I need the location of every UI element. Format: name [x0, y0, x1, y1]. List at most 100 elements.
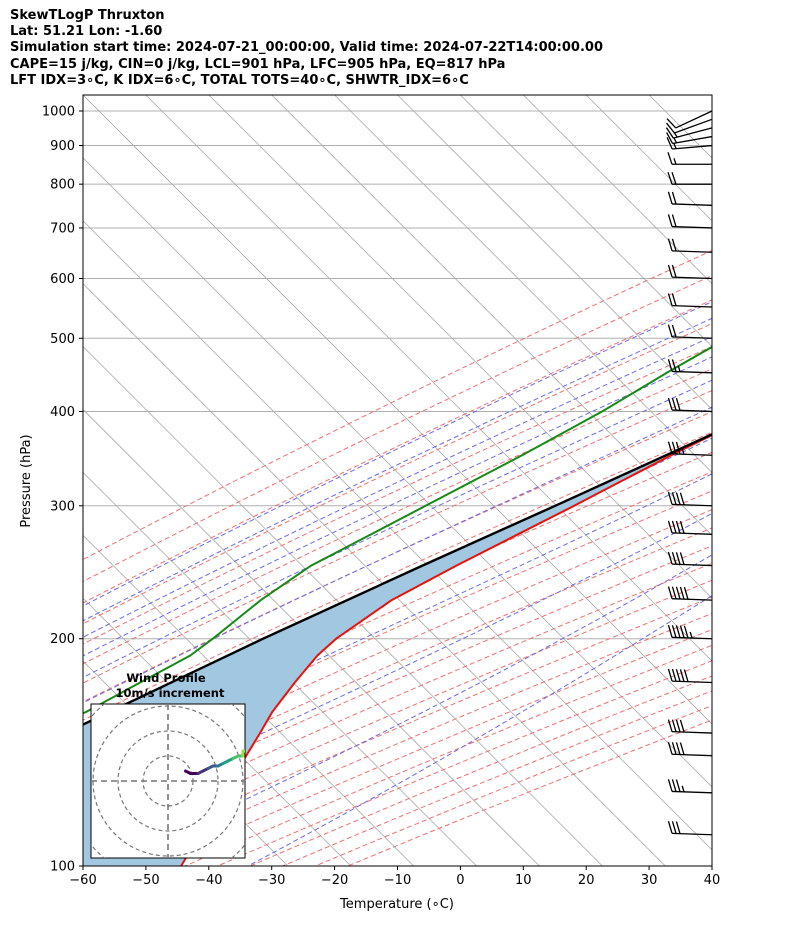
x-tick-label: 30	[641, 873, 658, 888]
moist-adiabat-line	[83, 317, 712, 622]
wind-barb-feather	[671, 238, 677, 252]
wind-barb-feather	[667, 741, 673, 755]
wind-barb-feather	[667, 324, 673, 338]
mixing-ratio-line	[757, 95, 794, 279]
wind-barb-feather	[667, 293, 673, 306]
wind-barb	[667, 171, 712, 185]
wind-barb	[667, 191, 713, 206]
wind-barb-feather	[679, 625, 685, 638]
wind-barb-feather	[667, 264, 673, 278]
wind-barb	[667, 238, 713, 253]
inset-title: Wind Profile	[126, 671, 206, 685]
simulation-times: Simulation start time: 2024-07-21_00:00:…	[10, 40, 603, 55]
isotherm-line	[83, 408, 540, 866]
wind-barb-feather	[675, 821, 681, 834]
wind-barb-feather	[679, 719, 685, 733]
wind-barb-feather	[666, 137, 673, 150]
wind-barb-feather	[667, 520, 673, 534]
wind-barb-feather	[666, 122, 675, 134]
dry-adiabat-line	[83, 368, 712, 665]
isotherm-line	[711, 95, 712, 96]
x-tick-label: −30	[258, 873, 285, 888]
stability-params: CAPE=15 j/kg, CIN=0 j/kg, LCL=901 hPa, L…	[10, 57, 506, 72]
wind-barb-feather	[679, 742, 685, 755]
wind-barb-feather	[675, 742, 681, 755]
wind-barb-staff	[672, 144, 713, 150]
wind-barb-feather	[667, 668, 673, 682]
x-tick-label: −10	[384, 873, 411, 888]
wind-barb-half-feather	[677, 365, 681, 372]
wind-barb-feather	[671, 742, 677, 755]
wind-barb	[667, 520, 713, 535]
x-tick-label: 10	[515, 873, 532, 888]
moist-adiabat-line	[83, 473, 712, 772]
x-tick-label: 20	[578, 873, 595, 888]
wind-barb-feather	[675, 441, 681, 455]
x-tick-label: −60	[69, 873, 96, 888]
wind-barb-feather	[675, 586, 681, 600]
wind-barb-feather	[679, 521, 685, 534]
wind-barb-feather	[671, 520, 677, 534]
wind-barb	[666, 118, 713, 134]
wind-barb	[666, 137, 713, 150]
wind-barb-staff	[672, 731, 713, 734]
isotherm-line	[83, 95, 712, 725]
wind-barb-half-feather	[673, 158, 677, 165]
wind-barb-staff	[672, 250, 713, 253]
y-tick-label: 1000	[42, 104, 75, 119]
wind-barb	[667, 779, 713, 794]
wind-barb-staff	[672, 503, 713, 507]
wind-barb-feather	[683, 625, 689, 639]
wind-barb	[667, 492, 713, 507]
wind-barb	[667, 397, 713, 413]
wind-barb-feather	[671, 191, 677, 205]
hodograph-ring	[117, 730, 219, 832]
wind-barb-staff	[673, 127, 713, 139]
wind-barb-feather	[671, 441, 677, 455]
wind-barb-staff	[672, 753, 713, 757]
x-tick-label: −40	[195, 873, 222, 888]
isotherm-line	[83, 471, 477, 866]
wind-barb-staff	[672, 532, 713, 535]
wind-barb-staff	[672, 135, 713, 145]
parcel-line	[83, 432, 712, 726]
wind-barb-feather	[671, 264, 677, 278]
wind-barb-staff	[672, 225, 713, 229]
wind-barb-half-feather	[673, 142, 677, 149]
inset-subtitle: 10m/s increment	[116, 686, 225, 700]
wind-barb-feather	[667, 551, 673, 565]
chart-title: SkewTLogP Thruxton	[10, 8, 165, 23]
dry-adiabat-line	[83, 490, 712, 774]
wind-barb-staff	[672, 276, 713, 280]
isotherm-line	[83, 220, 712, 851]
wind-barb	[667, 324, 713, 339]
y-tick-label: 300	[50, 499, 75, 514]
wind-barb-feather	[675, 625, 681, 638]
wind-barb-feather	[671, 779, 677, 792]
wind-barb-feather	[671, 821, 677, 834]
wind-barb-feather	[667, 719, 673, 732]
y-tick-label: 700	[50, 221, 75, 236]
wind-barb-feather	[671, 171, 677, 185]
wind-barb-feather	[667, 492, 673, 505]
wind-barb-feather	[671, 397, 677, 411]
x-axis-label: Temperature (∘C)	[339, 897, 454, 912]
wind-barb-feather	[666, 132, 674, 144]
wind-barb	[667, 441, 713, 456]
wind-barb-half-feather	[689, 631, 693, 639]
dry-adiabat-line	[217, 660, 712, 866]
isotherm-line	[271, 95, 712, 536]
dry-adiabat-line	[83, 346, 712, 645]
isotherm-line	[145, 95, 712, 662]
dry-adiabat-line	[282, 690, 712, 866]
wind-barb-feather	[667, 171, 673, 185]
wind-barb-feather	[665, 127, 674, 139]
dewpoint-line	[83, 345, 712, 715]
wind-barb-staff	[672, 598, 713, 601]
wind-barb-feather	[667, 214, 673, 227]
wind-barb-feather	[675, 552, 681, 565]
x-tick-label: 40	[704, 873, 721, 888]
wind-barb	[665, 127, 713, 139]
